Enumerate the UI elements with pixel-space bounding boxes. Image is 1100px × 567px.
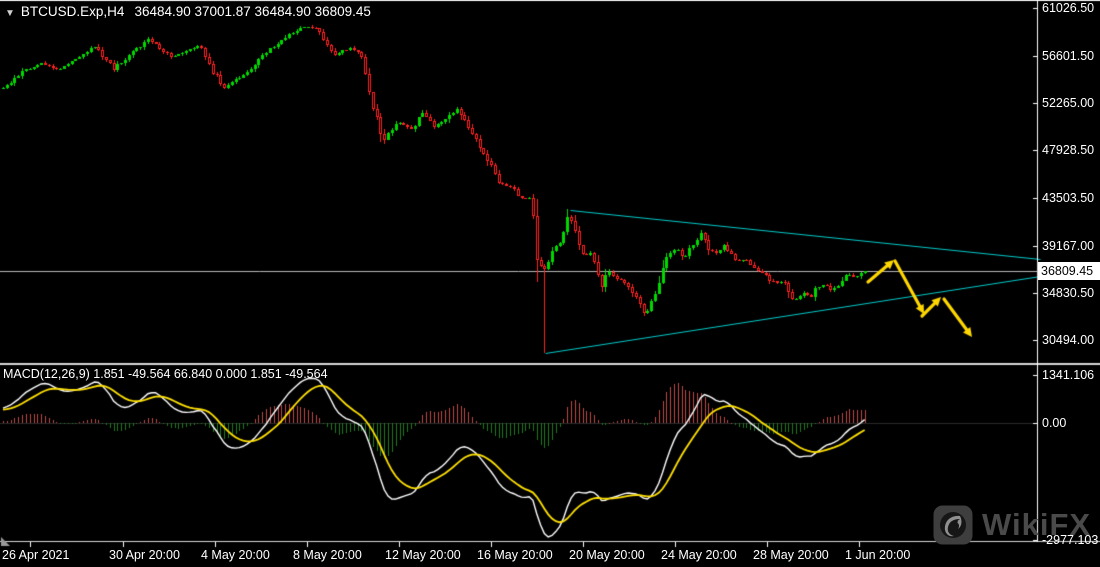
price-axis-label: 52265.00	[1042, 96, 1095, 111]
time-axis-label: 4 May 20:00	[201, 548, 270, 562]
watermark-text: WikiFX	[982, 507, 1092, 542]
macd-axis-label: 0.00	[1042, 416, 1067, 430]
price-axis-label: 56601.50	[1042, 49, 1095, 64]
price-axis-label: 61026.50	[1042, 1, 1095, 15]
macd-axis-label: 1341.106	[1042, 368, 1095, 382]
time-axis-label: 24 May 20:00	[661, 548, 737, 562]
macd-axis-label: -2977.103	[1042, 533, 1099, 547]
price-axis-label: 39167.00	[1042, 238, 1095, 253]
price-axis-label: 34830.50	[1042, 285, 1095, 300]
price-axis-label: 47928.50	[1042, 143, 1095, 158]
time-axis-label: 20 May 20:00	[569, 548, 645, 562]
symbol-dropdown-icon[interactable]: ▼	[5, 8, 15, 19]
current-price-box: 36809.45	[1038, 262, 1100, 280]
macd-indicator-label: MACD(12,26,9) 1.851 -49.564 66.840 0.000…	[3, 367, 328, 381]
time-axis-label: 1 Jun 20:00	[845, 548, 911, 562]
time-axis-label: 28 May 20:00	[753, 548, 829, 562]
time-axis-label: 12 May 20:00	[385, 548, 461, 562]
time-axis-label: 8 May 20:00	[293, 548, 362, 562]
price-axis-label: 30494.00	[1042, 332, 1095, 347]
price-axis-label: 43503.50	[1042, 191, 1095, 206]
ohlc-values: 36484.90 37001.87 36484.90 36809.45	[134, 4, 371, 19]
symbol-timeframe-label: BTCUSD.Exp,H4	[20, 4, 125, 19]
wikifx-logo-icon	[933, 505, 973, 545]
chart-title-bar: ▼ BTCUSD.Exp,H4 36484.90 37001.87 36484.90…	[5, 4, 371, 19]
time-axis-label: 26 Apr 2021	[2, 548, 70, 562]
time-axis-label: 30 Apr 20:00	[109, 548, 180, 562]
time-axis-label: 16 May 20:00	[477, 548, 553, 562]
watermark: WikiFX	[933, 505, 1091, 545]
